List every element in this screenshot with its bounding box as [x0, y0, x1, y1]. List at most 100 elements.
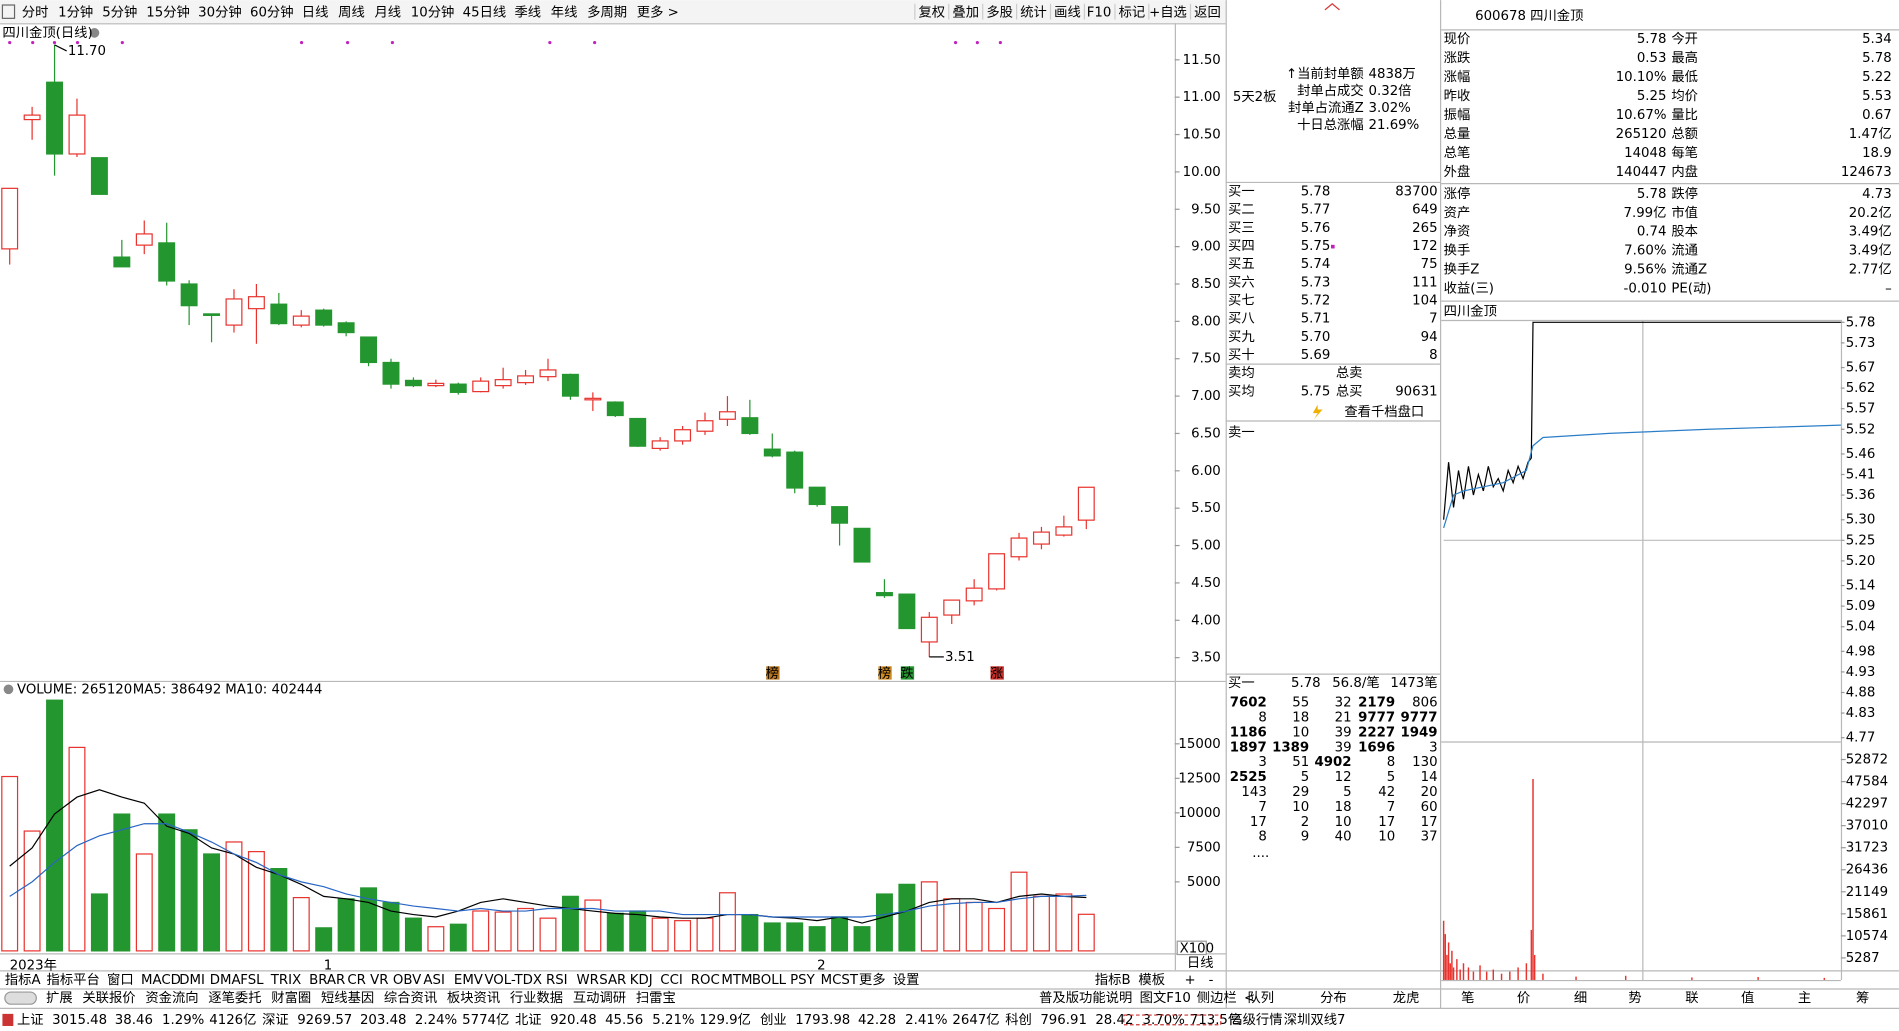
period-tab[interactable]: 季线: [514, 4, 541, 20]
indicator-tab[interactable]: ROC: [691, 973, 720, 988]
function-tab[interactable]: 扫雷宝: [636, 990, 676, 1006]
period-tab[interactable]: 月线: [374, 4, 401, 20]
collapse-arrow[interactable]: [1324, 3, 1340, 11]
detail-tab[interactable]: 价: [1517, 991, 1530, 1006]
dropdown-icon[interactable]: [3, 684, 14, 695]
indicator-tab[interactable]: 指标平台: [47, 972, 100, 988]
detail-tab[interactable]: 主: [1798, 990, 1811, 1006]
tool-button[interactable]: F10: [1087, 5, 1112, 20]
period-tab[interactable]: 5分钟: [102, 3, 137, 20]
queue-cell: 20: [1421, 785, 1438, 800]
function-tab[interactable]: 侧边栏: [1197, 990, 1237, 1006]
tool-button[interactable]: 画线: [1054, 4, 1081, 20]
event-marker[interactable]: 涨: [990, 666, 1003, 682]
indicator-tab[interactable]: VR: [370, 973, 388, 988]
function-tab[interactable]: 板块资讯: [447, 990, 500, 1006]
function-tab[interactable]: <: [1244, 991, 1255, 1006]
event-marker-bg[interactable]: [990, 666, 1004, 680]
period-tab[interactable]: 分时: [22, 4, 49, 20]
period-tab[interactable]: 年线: [551, 4, 578, 20]
event-marker-bg[interactable]: [900, 666, 915, 680]
detail-tab[interactable]: 笔: [1461, 990, 1474, 1006]
function-tab[interactable]: 行业数据: [510, 990, 563, 1006]
tool-button[interactable]: 返回: [1194, 4, 1221, 20]
indicator-tab[interactable]: CR: [347, 973, 366, 988]
function-tab[interactable]: 资金流向: [145, 990, 198, 1006]
detail-tab[interactable]: 势: [1628, 990, 1641, 1006]
dropdown-icon[interactable]: [89, 28, 100, 38]
function-tab[interactable]: 短线基因: [321, 990, 374, 1006]
function-tab[interactable]: 普及版功能说明: [1039, 990, 1132, 1006]
panel-tab[interactable]: 龙虎: [1393, 990, 1420, 1006]
tool-button[interactable]: 复权: [918, 3, 945, 20]
candle-body: [158, 242, 176, 282]
detail-tab[interactable]: 联: [1685, 990, 1698, 1006]
event-marker[interactable]: 榜: [878, 665, 891, 682]
indicator-tab[interactable]: EMV: [454, 973, 483, 988]
event-marker[interactable]: 榜: [766, 665, 779, 682]
indicator-tab[interactable]: OBV: [393, 973, 421, 988]
indicator-tab[interactable]: 模板: [1138, 972, 1165, 988]
status-right[interactable]: 深圳双线7: [1284, 1012, 1346, 1028]
event-marker-bg[interactable]: [878, 666, 892, 680]
tool-button[interactable]: 叠加: [952, 4, 979, 20]
period-tab[interactable]: 更多 >: [637, 3, 679, 20]
indicator-tab[interactable]: MACD: [141, 973, 181, 988]
period-tab[interactable]: 10分钟: [411, 3, 455, 20]
detail-tab[interactable]: 值: [1741, 990, 1754, 1006]
detail-tab[interactable]: 筹: [1856, 989, 1869, 1006]
period-tab[interactable]: 1分钟: [58, 3, 93, 20]
indicator-tab[interactable]: MCST: [821, 973, 859, 988]
function-tab[interactable]: 逐笔委托: [208, 990, 261, 1006]
indicator-tab[interactable]: SAR: [599, 973, 626, 988]
toggle[interactable]: [4, 991, 37, 1005]
indicator-tab[interactable]: KDJ: [630, 973, 653, 988]
indicator-tab[interactable]: WR: [576, 973, 598, 988]
indicator-tab[interactable]: RSI: [546, 973, 568, 988]
y-tick-label: 4.98: [1846, 644, 1876, 659]
indicator-tab[interactable]: 指标A: [5, 972, 41, 988]
indicator-tab[interactable]: CCI: [660, 973, 683, 988]
indicator-tab[interactable]: PSY: [790, 973, 815, 988]
period-tab[interactable]: 45日线: [463, 4, 507, 20]
indicator-tab[interactable]: 更多: [859, 971, 886, 988]
period-tab[interactable]: 周线: [338, 4, 365, 20]
detail-tab[interactable]: 细: [1574, 990, 1587, 1006]
period-tab[interactable]: 日线: [302, 4, 329, 20]
menu-icon[interactable]: [1, 4, 16, 19]
function-tab[interactable]: 关联报价: [82, 990, 135, 1006]
indicator-tab[interactable]: 窗口: [107, 971, 134, 988]
indicator-tab[interactable]: 设置: [893, 972, 920, 988]
tool-button[interactable]: +自选: [1149, 4, 1187, 20]
indicator-tab[interactable]: VOL-TDX: [484, 973, 542, 988]
function-tab[interactable]: 综合资讯: [384, 990, 437, 1006]
indicator-tab[interactable]: DMI: [179, 973, 205, 988]
depth-link[interactable]: 查看千档盘口: [1344, 403, 1424, 420]
panel-tab[interactable]: 队列: [1247, 990, 1274, 1006]
function-tab[interactable]: 扩展: [46, 990, 73, 1006]
indicator-tab[interactable]: -: [1209, 973, 1214, 988]
panel-tab[interactable]: 分布: [1320, 990, 1347, 1006]
indicator-tab[interactable]: TRIX: [270, 973, 301, 988]
indicator-tab[interactable]: BOLL: [752, 973, 787, 988]
indicator-tab[interactable]: FSL: [240, 973, 264, 988]
indicator-tab[interactable]: ASI: [423, 973, 444, 988]
function-tab[interactable]: 互动调研: [573, 990, 626, 1006]
period-tab[interactable]: 多周期: [587, 3, 627, 20]
tool-button[interactable]: 统计: [1020, 4, 1047, 20]
indicator-tab[interactable]: DMA: [210, 973, 241, 988]
event-marker-bg[interactable]: [766, 666, 780, 680]
indicator-tab[interactable]: BRAR: [309, 973, 345, 988]
tool-button[interactable]: 多股: [986, 3, 1013, 20]
indicator-tab[interactable]: +: [1184, 973, 1195, 988]
period-tab[interactable]: 15分钟: [146, 3, 190, 20]
status-right[interactable]: 高级行情: [1229, 1011, 1282, 1028]
function-tab[interactable]: 财富圈: [271, 989, 311, 1006]
event-marker[interactable]: 跌: [900, 666, 913, 682]
indicator-tab[interactable]: MTM: [721, 973, 752, 988]
tool-button[interactable]: 标记: [1119, 4, 1146, 20]
period-tab[interactable]: 60分钟: [250, 3, 294, 20]
indicator-tab[interactable]: 指标B: [1095, 972, 1131, 988]
function-tab[interactable]: 图文F10: [1140, 990, 1191, 1006]
period-tab[interactable]: 30分钟: [198, 3, 242, 20]
